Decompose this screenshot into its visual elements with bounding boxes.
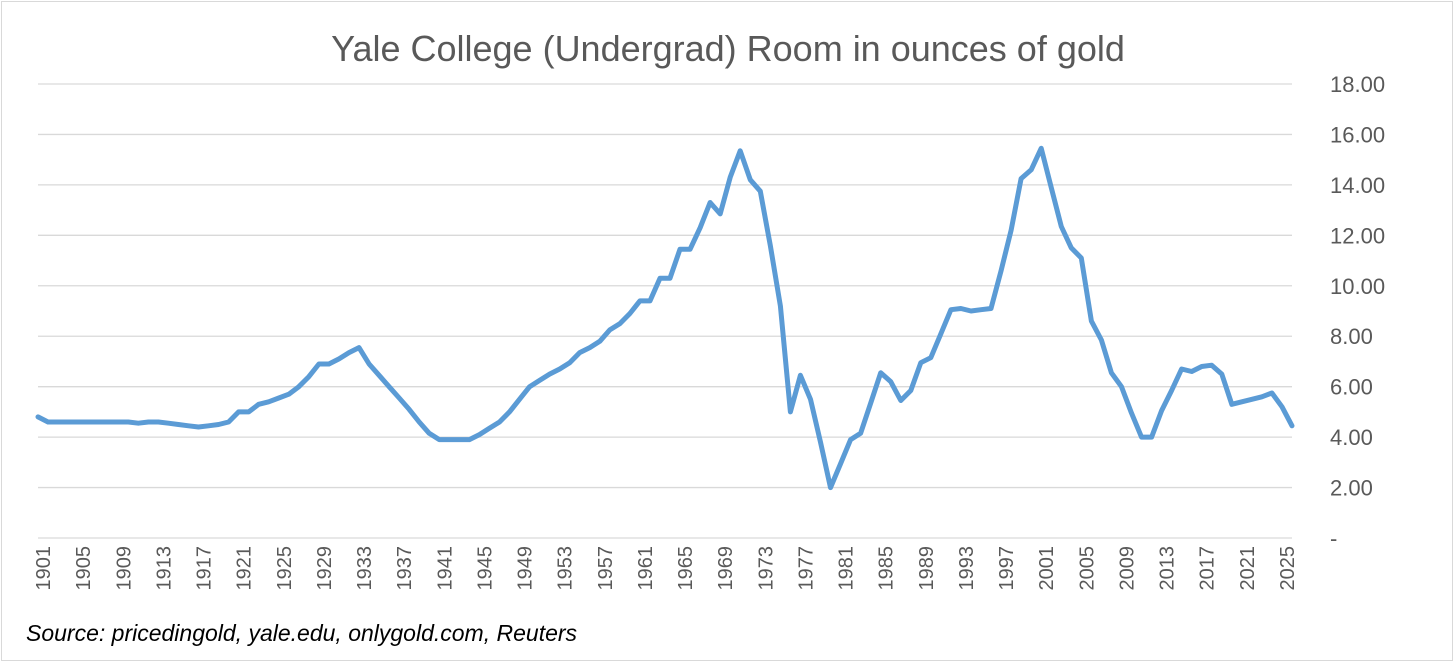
x-tick-label: 1989 (916, 546, 938, 591)
x-tick-label: 1921 (234, 546, 256, 591)
x-tick-label: 2009 (1116, 546, 1138, 591)
x-tick-label: 2001 (1036, 546, 1058, 591)
x-tick-label: 2025 (1277, 546, 1299, 591)
y-tick-label: - (1330, 526, 1337, 551)
y-tick-label: 12.00 (1330, 223, 1385, 248)
x-tick-label: 1949 (515, 546, 537, 591)
x-tick-label: 1901 (33, 546, 55, 591)
x-tick-label: 1905 (73, 546, 95, 591)
series-layer (35, 145, 1295, 491)
y-tick-label: 10.00 (1330, 274, 1385, 299)
x-tick-label: 2017 (1197, 546, 1219, 591)
x-tick-label: 1957 (595, 546, 617, 591)
x-tick-label: 1953 (555, 546, 577, 591)
x-axis-ticks: 1901 1905 1909 1913 1917 1921 1925 1929 1933 1937… (33, 546, 1299, 591)
x-tick-label: 1941 (434, 546, 456, 591)
x-tick-label: 1917 (194, 546, 216, 591)
x-tick-label: 1997 (996, 546, 1018, 591)
y-tick-label: 16.00 (1330, 122, 1385, 147)
x-tick-label: 2005 (1076, 546, 1098, 591)
y-tick-label: 18.00 (1330, 72, 1385, 97)
gridlines (38, 83, 1292, 539)
x-tick-label: 1973 (755, 546, 777, 591)
y-tick-label: 14.00 (1330, 173, 1385, 198)
x-tick-label: 1977 (795, 546, 817, 591)
y-tick-label: 4.00 (1330, 425, 1373, 450)
x-tick-label: 1909 (113, 546, 135, 591)
x-tick-label: 1913 (153, 546, 175, 591)
series-line (35, 145, 1295, 491)
x-tick-label: 1969 (715, 546, 737, 591)
x-tick-label: 1981 (836, 546, 858, 591)
x-tick-label: 1925 (274, 546, 296, 591)
y-tick-label: 2.00 (1330, 476, 1373, 501)
x-tick-label: 2013 (1157, 546, 1179, 591)
x-tick-label: 1945 (474, 546, 496, 591)
x-tick-label: 1993 (956, 546, 978, 591)
x-tick-label: 2021 (1237, 546, 1259, 591)
x-tick-label: 1965 (675, 546, 697, 591)
x-tick-label: 1933 (354, 546, 376, 591)
chart-title: Yale College (Undergrad) Room in ounces … (331, 28, 1125, 69)
x-tick-label: 1985 (876, 546, 898, 591)
y-tick-label: 6.00 (1330, 375, 1373, 400)
y-tick-label: 8.00 (1330, 324, 1373, 349)
x-tick-label: 1929 (314, 546, 336, 591)
x-tick-label: 1961 (635, 546, 657, 591)
y-axis-ticks: - 2.00 4.00 6.00 8.00 10.00 12.00 14.00 16.00 18.… (1330, 72, 1385, 551)
source-note: Source: pricedingold, yale.edu, onlygold… (26, 620, 578, 646)
x-tick-label: 1937 (394, 546, 416, 591)
